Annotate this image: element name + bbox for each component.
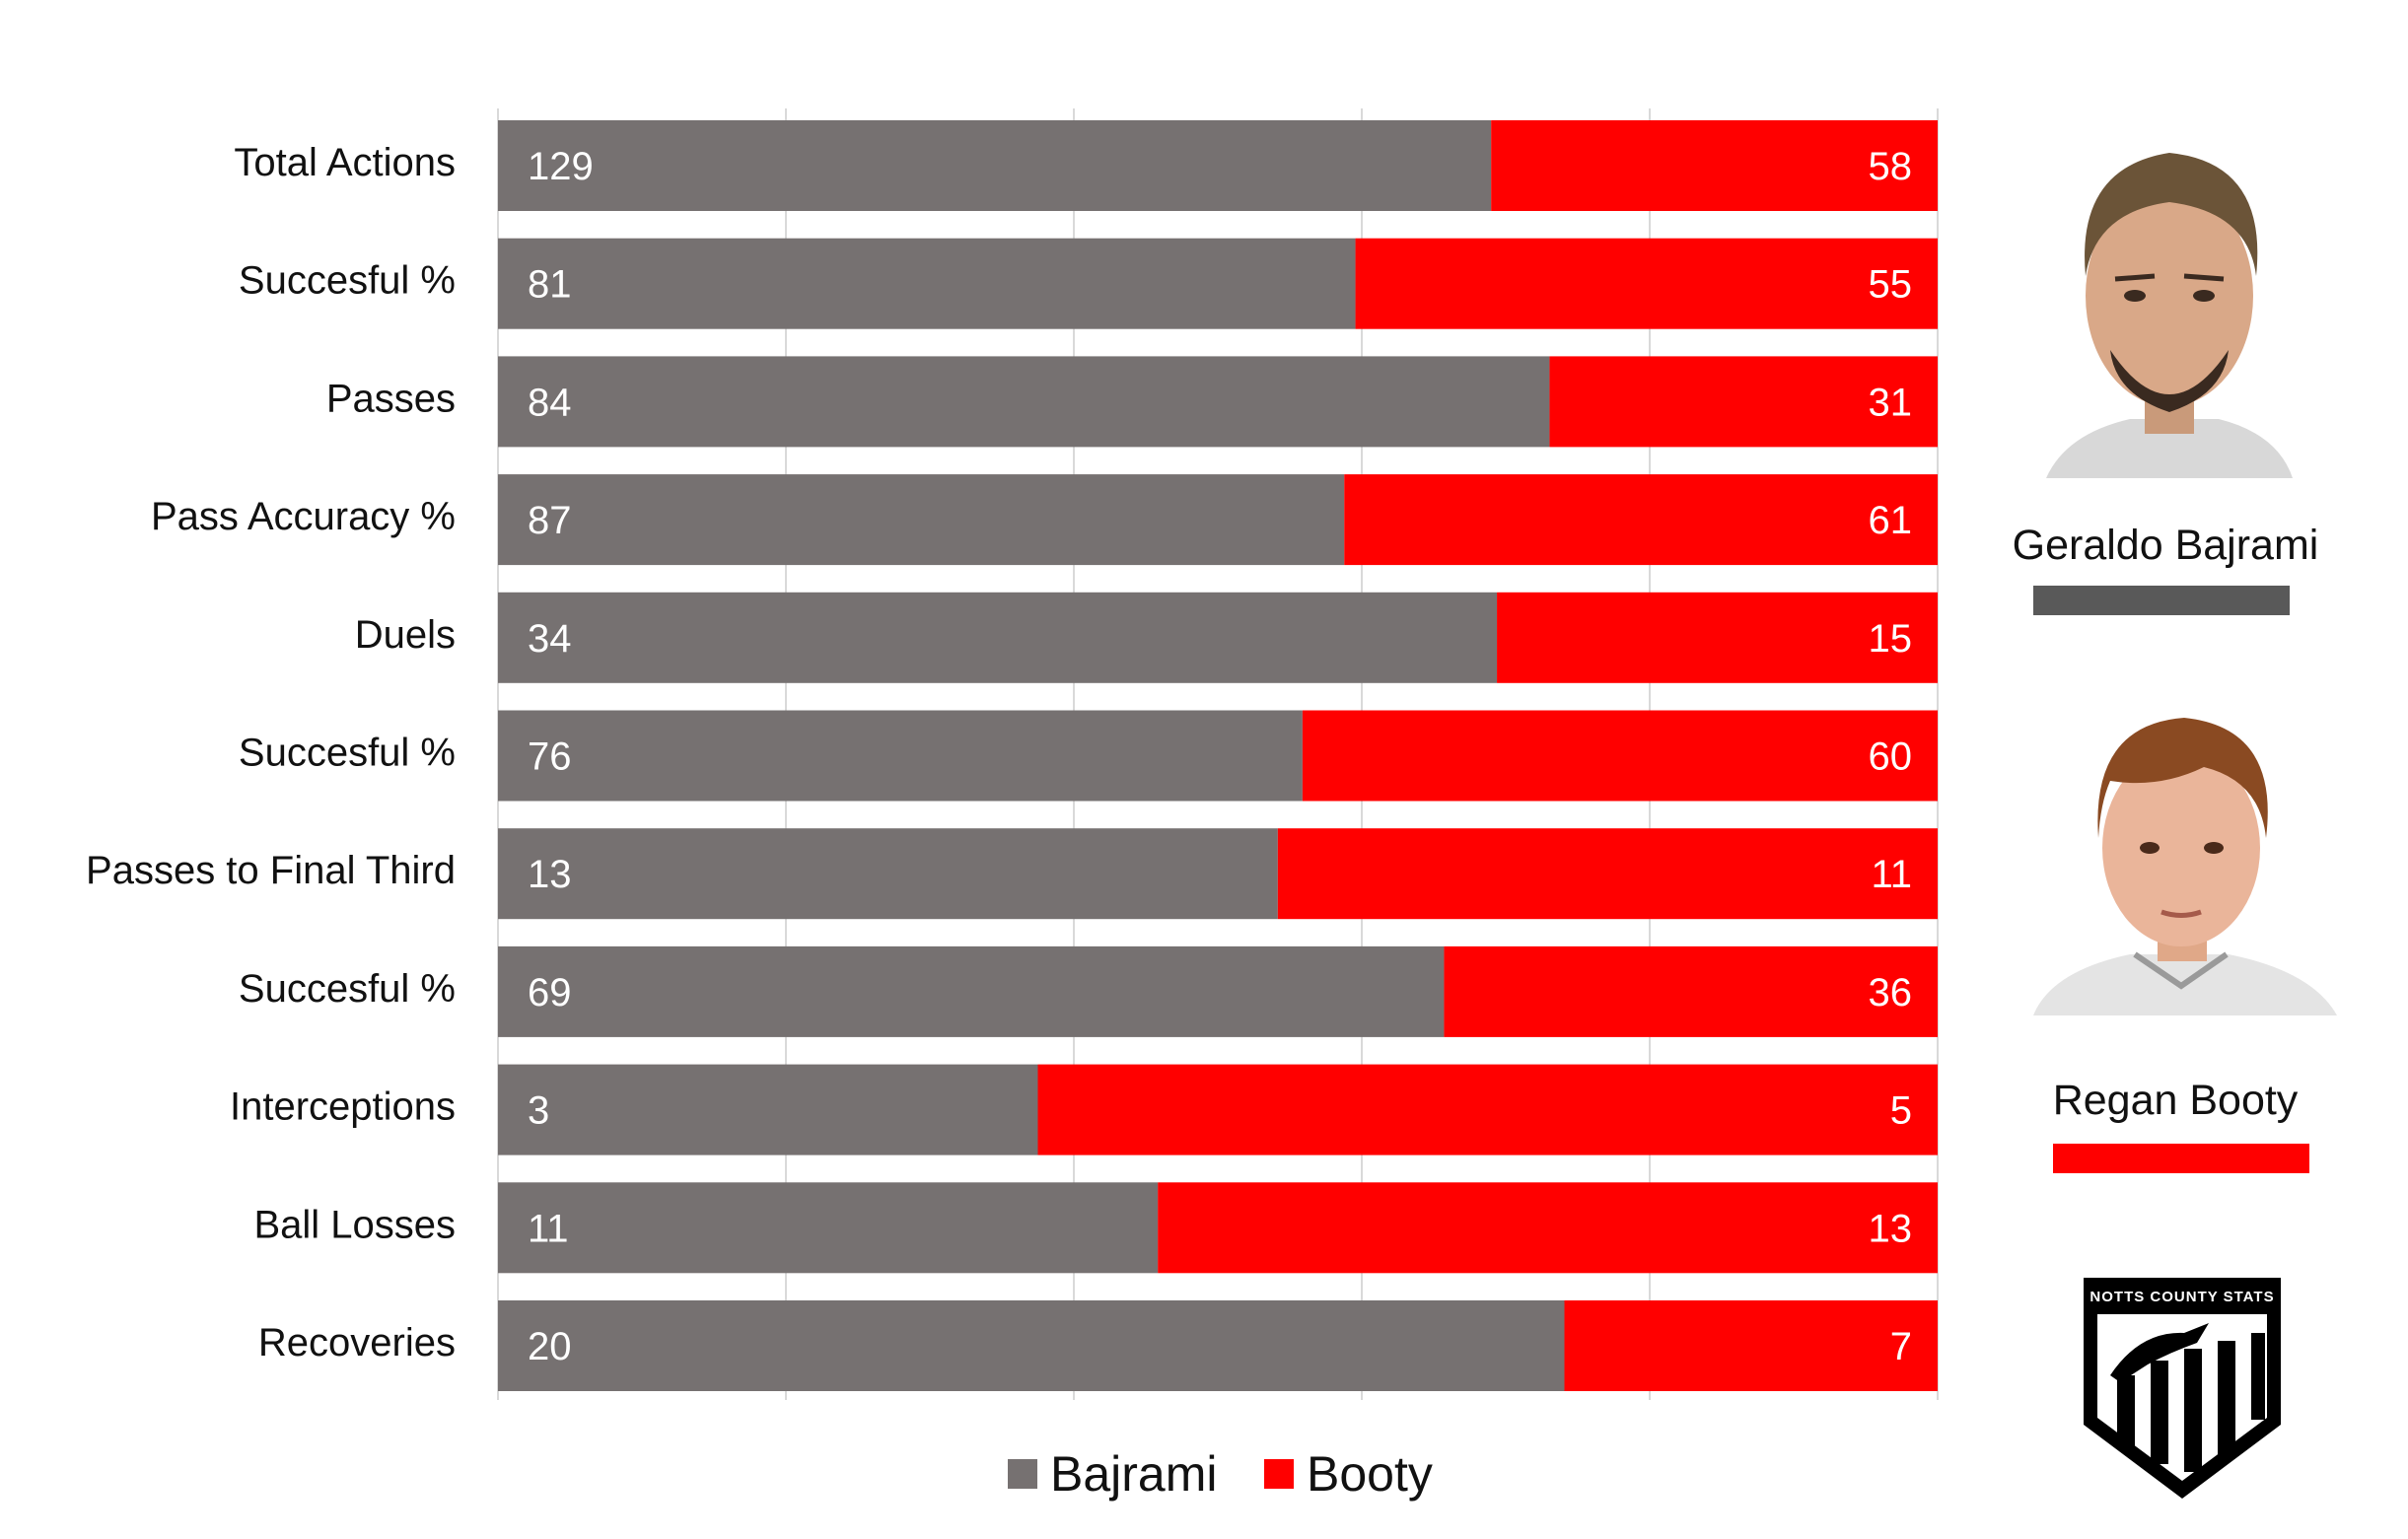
player-card-bajrami: Geraldo Bajrami <box>2013 153 2319 615</box>
category-labels: Total Actions Succesful % Passes Pass Accur… <box>86 141 456 1364</box>
notts-county-stats-logo: NOTTS COUNTY STATS <box>2084 1278 2281 1499</box>
category-label: Passes to Final Third <box>86 849 456 892</box>
category-label: Duels <box>355 613 456 657</box>
player-name-bajrami: Geraldo Bajrami <box>2013 522 2319 569</box>
value-label-bajrami: 13 <box>528 853 572 896</box>
player-photo-booty <box>2033 715 2337 1015</box>
value-label-bajrami: 69 <box>528 971 572 1014</box>
value-label-booty: 15 <box>1869 617 1913 661</box>
bar-booty <box>1037 1064 1938 1155</box>
bar-booty <box>1497 592 1938 683</box>
bar-bajrami <box>498 1064 1038 1155</box>
bar-booty <box>1444 945 1938 1037</box>
player-color-bar-bajrami <box>2033 586 2290 615</box>
category-label: Succesful % <box>239 967 456 1011</box>
value-label-bajrami: 87 <box>528 499 572 542</box>
value-label-bajrami: 11 <box>528 1207 569 1250</box>
bar-booty <box>1158 1182 1938 1274</box>
bar-bajrami <box>498 356 1550 448</box>
bar-bajrami <box>498 1182 1159 1274</box>
legend-swatch-booty <box>1264 1459 1294 1489</box>
value-label-booty: 11 <box>1871 853 1912 896</box>
category-label: Ball Losses <box>253 1203 456 1246</box>
value-label-booty: 7 <box>1890 1325 1912 1368</box>
bar-booty <box>1302 710 1938 802</box>
legend-label-bajrami: Bajrami <box>1050 1446 1217 1502</box>
bar-bajrami <box>498 474 1345 566</box>
value-label-booty: 61 <box>1869 499 1913 542</box>
bar-bajrami <box>498 828 1278 920</box>
logo-text: NOTTS COUNTY STATS <box>2089 1289 2274 1305</box>
category-label: Pass Accuracy % <box>151 495 456 538</box>
value-label-bajrami: 3 <box>528 1089 549 1133</box>
player-card-booty: Regan Booty <box>2033 715 2337 1173</box>
value-label-bajrami: 20 <box>528 1325 572 1368</box>
bar-booty <box>1355 238 1938 329</box>
category-label: Succesful % <box>239 259 456 303</box>
bar-bajrami <box>498 120 1492 211</box>
bar-bajrami <box>498 710 1303 802</box>
value-label-booty: 60 <box>1869 735 1913 779</box>
player-name-booty: Regan Booty <box>2053 1077 2299 1124</box>
value-label-booty: 31 <box>1869 381 1913 424</box>
value-label-bajrami: 129 <box>528 145 594 188</box>
player-photo-bajrami <box>2021 153 2317 478</box>
value-label-bajrami: 81 <box>528 263 572 307</box>
value-label-booty: 55 <box>1869 263 1913 307</box>
category-label: Interceptions <box>230 1085 456 1129</box>
player-color-bar-booty <box>2053 1144 2309 1173</box>
bar-bajrami <box>498 945 1445 1037</box>
category-label: Total Actions <box>234 141 456 184</box>
value-label-booty: 36 <box>1869 971 1913 1014</box>
category-label: Recoveries <box>258 1321 456 1364</box>
value-labels: 129 58 81 55 84 31 87 61 34 15 76 60 13 11 69 36 3 5 11 13 2… <box>528 145 1912 1368</box>
bar-booty <box>1344 474 1938 566</box>
bar-bajrami <box>498 592 1498 683</box>
bar-booty <box>1564 1300 1938 1391</box>
value-label-booty: 5 <box>1890 1089 1912 1133</box>
bar-booty <box>1277 828 1938 920</box>
bars <box>498 120 1938 1391</box>
value-label-bajrami: 76 <box>528 735 572 779</box>
category-label: Succesful % <box>239 732 456 775</box>
bar-booty <box>1491 120 1938 211</box>
value-label-booty: 58 <box>1869 145 1913 188</box>
bar-bajrami <box>498 1300 1565 1391</box>
value-label-booty: 13 <box>1869 1207 1913 1250</box>
legend: Bajrami Booty <box>1008 1446 1433 1502</box>
legend-swatch-bajrami <box>1008 1459 1037 1489</box>
value-label-bajrami: 34 <box>528 617 572 661</box>
category-label: Passes <box>326 377 456 420</box>
legend-label-booty: Booty <box>1307 1446 1433 1502</box>
bar-bajrami <box>498 238 1356 329</box>
value-label-bajrami: 84 <box>528 381 572 424</box>
bar-booty <box>1549 356 1938 448</box>
